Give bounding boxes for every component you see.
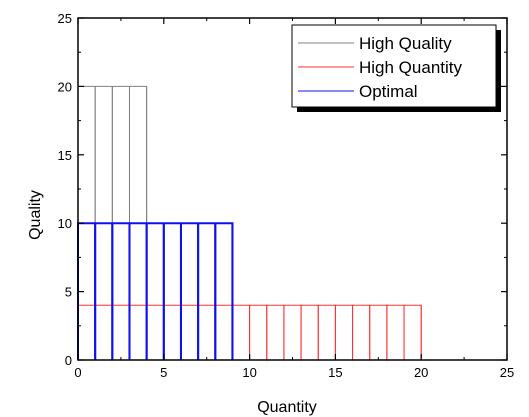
x-tick-label: 10 — [242, 365, 256, 380]
y-axis-title: Quality — [27, 190, 44, 240]
x-tick-label: 20 — [414, 365, 428, 380]
axes-layer: 0 5 10 15 20 25 0 5 10 15 20 25 — [58, 11, 515, 380]
series-3-line — [77, 222, 234, 360]
series-3 — [77, 222, 234, 360]
x-axis-title: Quantity — [257, 399, 317, 416]
legend-box — [291, 24, 497, 108]
y-tick-label: 15 — [58, 148, 72, 163]
y-tick-label: 20 — [58, 79, 72, 94]
legend-label-2: High Quantity — [359, 58, 462, 77]
legend-label-1: High Quality — [359, 34, 452, 53]
legend-label-3: Optimal — [359, 82, 418, 101]
y-tick-label: 5 — [65, 285, 72, 300]
y-tick-label: 25 — [58, 11, 72, 26]
series-layer — [77, 85, 422, 360]
x-tick-label: 25 — [500, 365, 514, 380]
y-tick-label: 10 — [58, 216, 72, 231]
y-tick-label: 0 — [65, 353, 72, 368]
x-tick-label: 15 — [328, 365, 342, 380]
x-tick-label: 0 — [74, 365, 81, 380]
x-tick-label: 5 — [160, 365, 167, 380]
legend: High Quality High Quantity Optimal — [291, 24, 501, 112]
